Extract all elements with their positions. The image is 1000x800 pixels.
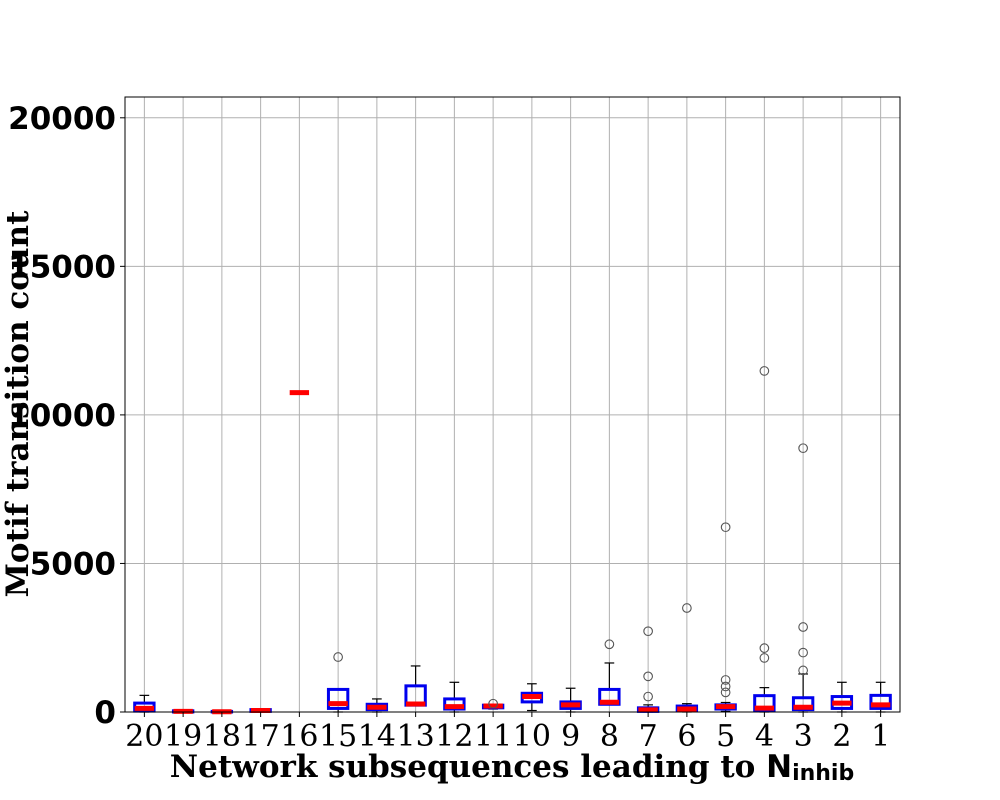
y-axis-ticks: 0 5000 10000 15000 20000 [8,101,125,731]
box-17 [249,708,272,714]
gridlines [125,97,900,713]
outlier-point [798,443,808,454]
outlier-point [720,522,731,533]
y-tick-label: 20000 [8,101,116,137]
x-tick-label: 1 [871,719,890,754]
box-10 [520,683,544,712]
outlier-point [759,366,770,376]
outlier-point [720,681,731,692]
x-tick-label: 3 [794,719,813,754]
outlier-point [643,671,653,682]
plot-frame [124,96,901,713]
x-axis-ticks: 20 19 18 17 16 15 14 13 12 11 10 9 8 7 6 5 4 3 2 1 [125,712,890,754]
box-14 [365,698,389,713]
box-2 [830,681,854,713]
x-tick-label: 4 [755,719,774,754]
x-tick-label: 2 [832,719,851,754]
outlier-point [759,643,770,653]
x-tick-label: 13 [397,719,435,754]
x-tick-label: 18 [203,719,241,754]
box-3 [791,443,815,713]
x-tick-label: 12 [435,719,473,754]
y-tick-label: 0 [94,695,116,731]
x-axis-label: Network subsequences leading to Ninhib [170,749,854,786]
y-axis-label: Motif transition count [0,210,36,597]
x-tick-label: 15 [319,719,357,754]
box-5 [714,522,737,713]
box-13 [404,665,427,707]
x-tick-label: 5 [716,719,735,754]
iqr-box [869,693,892,710]
x-tick-label: 16 [280,719,318,754]
outlier-point [720,675,731,685]
outlier-point [798,647,808,658]
x-tick-label: 8 [600,719,619,754]
y-tick-label: 5000 [30,546,116,582]
x-tick-label: 11 [474,719,512,754]
x-tick-label: 6 [677,719,696,754]
box-11 [481,698,505,710]
outlier-point [643,626,653,637]
x-axis-label-text: Network subsequences leading to [170,749,766,785]
outlier-point [798,665,808,676]
outlier-point [643,691,653,702]
x-axis-label-subscript: inhib [792,761,854,786]
y-tick-label: 15000 [8,249,116,285]
x-tick-label: 7 [639,719,658,754]
x-tick-label: 14 [358,719,396,754]
x-tick-label: 10 [513,719,551,754]
outlier-point [682,603,692,613]
x-tick-label: 9 [561,719,580,754]
box-12 [443,681,466,713]
outlier-point [720,687,731,698]
box-20 [133,694,156,713]
box-9 [559,687,582,713]
outlier-point [759,653,770,663]
iqr-box [326,687,350,710]
outlier-point [798,622,808,632]
y-tick-label: 10000 [8,398,116,434]
x-tick-label: 19 [164,719,202,754]
box-8 [598,639,621,706]
box-series [133,366,892,715]
x-tick-label: 20 [125,719,163,754]
outlier-point [333,652,343,662]
outlier-point [488,698,498,709]
x-tick-label: 17 [242,719,280,754]
x-axis-label-symbol: N [766,749,792,785]
outlier-point [604,639,615,650]
